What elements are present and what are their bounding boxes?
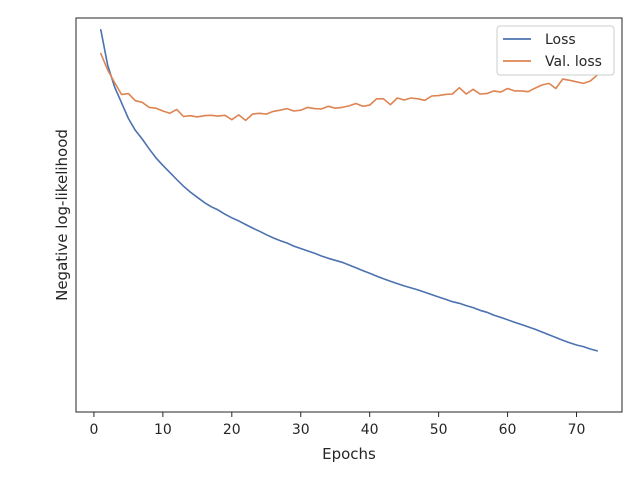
x-tick-label: 30 (292, 422, 310, 438)
x-tick-label: 0 (89, 422, 98, 438)
legend-label-1: Loss (545, 32, 576, 48)
series-line-2 (100, 52, 599, 122)
x-tick-label: 20 (223, 422, 241, 438)
x-axis: 0 10 20 30 40 50 60 70 (89, 412, 585, 438)
y-axis-label: Negative log-likelihood (53, 129, 71, 301)
legend: Loss Val. loss (496, 25, 615, 76)
series-line-1 (100, 28, 599, 352)
x-tick-label: 60 (499, 422, 517, 438)
x-tick-label: 10 (154, 422, 172, 438)
x-tick-label: 70 (568, 422, 586, 438)
x-tick-label: 40 (361, 422, 379, 438)
plot-area (75, 17, 623, 413)
x-tick-label: 50 (430, 422, 448, 438)
x-axis-label: Epochs (322, 445, 376, 463)
plot-frame (75, 17, 623, 413)
legend-label-2: Val. loss (545, 54, 602, 70)
